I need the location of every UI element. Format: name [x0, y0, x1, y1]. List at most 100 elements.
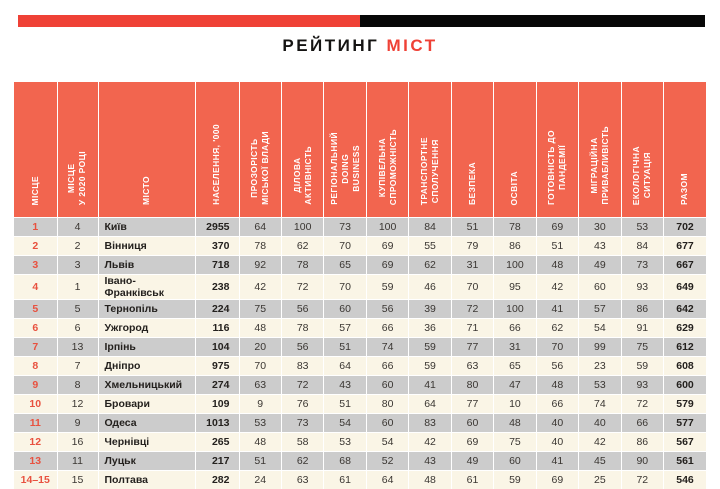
- cell-score-pandemic-readiness: 62: [536, 319, 578, 338]
- column-header-label: МІГРАЦІЙНА ПРИВАБЛИВІСТЬ: [589, 126, 611, 205]
- page-title: РЕЙТИНГ МІСТ: [0, 36, 720, 56]
- cell-score-pandemic-readiness: 41: [536, 300, 578, 319]
- cell-score-migration-attractiveness: 53: [579, 376, 621, 395]
- column-header-place: МІСЦЕ: [14, 82, 57, 218]
- cell-score-purchasing-power: 60: [366, 376, 408, 395]
- cell-score-migration-attractiveness: 43: [579, 237, 621, 256]
- column-header-safety: БЕЗПЕКА: [451, 82, 493, 218]
- cell-total: 577: [664, 414, 706, 433]
- cell-score-transport: 64: [409, 395, 451, 414]
- top-banner: [18, 15, 705, 27]
- cell-score-pandemic-readiness: 40: [536, 414, 578, 433]
- column-header-city: МІСТО: [98, 82, 195, 218]
- cell-total: 649: [664, 275, 706, 300]
- cell-place: 10: [14, 395, 57, 414]
- cell-score-ecology: 73: [621, 256, 663, 275]
- column-header-population: НАСЕЛЕННЯ, '000: [195, 82, 239, 218]
- cell-place-2020: 16: [57, 433, 98, 452]
- cell-score-migration-attractiveness: 49: [579, 256, 621, 275]
- cell-score-ecology: 75: [621, 338, 663, 357]
- cell-city: Чернівці: [98, 433, 195, 452]
- cell-score-pandemic-readiness: 48: [536, 376, 578, 395]
- cell-population: 224: [195, 300, 239, 319]
- cell-score-business-activity: 72: [281, 275, 323, 300]
- column-header-migration-attractiveness: МІГРАЦІЙНА ПРИВАБЛИВІСТЬ: [579, 82, 621, 218]
- cell-score-transport: 84: [409, 218, 451, 237]
- cell-score-business-activity: 58: [281, 433, 323, 452]
- cell-score-transparency: 9: [239, 395, 281, 414]
- cell-city: Ірпінь: [98, 338, 195, 357]
- cell-score-safety: 77: [451, 395, 493, 414]
- cell-score-doing-business: 51: [324, 395, 366, 414]
- cell-place-2020: 11: [57, 452, 98, 471]
- cell-total: 608: [664, 357, 706, 376]
- cell-place-2020: 13: [57, 338, 98, 357]
- cell-score-migration-attractiveness: 23: [579, 357, 621, 376]
- column-header-transparency: ПРОЗОРІСТЬ МІСЬКОЇ ВЛАДИ: [239, 82, 281, 218]
- cell-score-transport: 36: [409, 319, 451, 338]
- cell-score-transparency: 48: [239, 319, 281, 338]
- cell-score-pandemic-readiness: 42: [536, 275, 578, 300]
- cell-place: 4: [14, 275, 57, 300]
- page-title-red: МІСТ: [387, 36, 438, 55]
- cell-score-migration-attractiveness: 57: [579, 300, 621, 319]
- cell-score-education: 78: [494, 218, 536, 237]
- cell-score-purchasing-power: 74: [366, 338, 408, 357]
- cell-place-2020: 6: [57, 319, 98, 338]
- banner-black-bar: [360, 15, 705, 27]
- cell-score-safety: 49: [451, 452, 493, 471]
- cell-score-transparency: 53: [239, 414, 281, 433]
- cell-population: 1013: [195, 414, 239, 433]
- column-header-pandemic-readiness: ГОТОВНІСТЬ ДО ПАНДЕМІЇ: [536, 82, 578, 218]
- cell-score-safety: 31: [451, 256, 493, 275]
- cell-score-transport: 59: [409, 338, 451, 357]
- cell-place-2020: 4: [57, 218, 98, 237]
- cell-population: 217: [195, 452, 239, 471]
- cell-score-ecology: 53: [621, 218, 663, 237]
- cell-score-ecology: 93: [621, 376, 663, 395]
- cell-population: 370: [195, 237, 239, 256]
- cell-score-ecology: 59: [621, 357, 663, 376]
- cell-city: Івано-Франківськ: [98, 275, 195, 300]
- cell-score-safety: 72: [451, 300, 493, 319]
- cell-score-purchasing-power: 69: [366, 256, 408, 275]
- cell-score-pandemic-readiness: 70: [536, 338, 578, 357]
- cell-score-doing-business: 53: [324, 433, 366, 452]
- cell-score-purchasing-power: 66: [366, 319, 408, 338]
- cell-score-transport: 41: [409, 376, 451, 395]
- cell-score-safety: 60: [451, 414, 493, 433]
- cell-place-2020: 3: [57, 256, 98, 275]
- cell-score-purchasing-power: 60: [366, 414, 408, 433]
- cell-score-business-activity: 78: [281, 256, 323, 275]
- cell-population: 116: [195, 319, 239, 338]
- cell-score-education: 60: [494, 452, 536, 471]
- cell-place: 2: [14, 237, 57, 256]
- cell-score-safety: 79: [451, 237, 493, 256]
- cell-score-doing-business: 70: [324, 275, 366, 300]
- cell-total: 642: [664, 300, 706, 319]
- column-header-education: ОСВІТА: [494, 82, 536, 218]
- cell-score-safety: 63: [451, 357, 493, 376]
- cell-score-transparency: 48: [239, 433, 281, 452]
- cell-score-ecology: 86: [621, 433, 663, 452]
- cell-population: 975: [195, 357, 239, 376]
- cell-score-transport: 62: [409, 256, 451, 275]
- cell-place-2020: 2: [57, 237, 98, 256]
- cell-total: 629: [664, 319, 706, 338]
- cell-population: 2955: [195, 218, 239, 237]
- cell-score-education: 10: [494, 395, 536, 414]
- cell-place: 3: [14, 256, 57, 275]
- column-header-label: КУПІВЕЛЬНА СПРОМОЖНІСТЬ: [377, 129, 399, 205]
- banner-red-bar: [18, 15, 360, 27]
- cell-score-doing-business: 51: [324, 338, 366, 357]
- cell-city: Дніпро: [98, 357, 195, 376]
- cell-score-transparency: 75: [239, 300, 281, 319]
- cell-score-purchasing-power: 59: [366, 275, 408, 300]
- cell-population: 718: [195, 256, 239, 275]
- cell-score-ecology: 86: [621, 300, 663, 319]
- cell-city: Ужгород: [98, 319, 195, 338]
- cell-total: 677: [664, 237, 706, 256]
